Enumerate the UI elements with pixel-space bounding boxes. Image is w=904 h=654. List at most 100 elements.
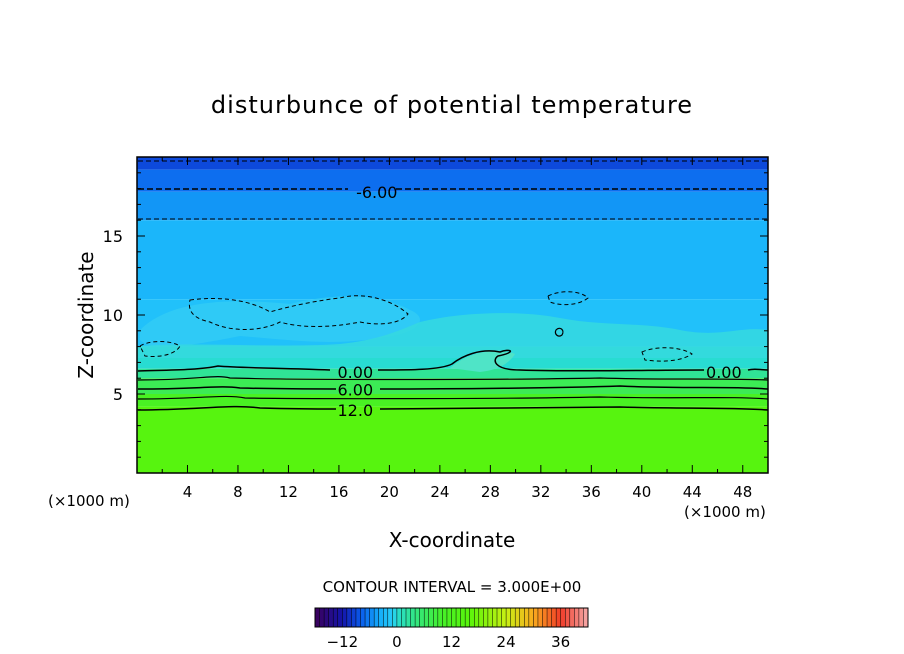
x-unit-label: (×1000 m): [684, 503, 766, 521]
colorbar-swatch: [365, 608, 370, 627]
colorbar-swatch: [515, 608, 521, 627]
contour-6-right: [379, 385, 769, 390]
y-tick-label: 15: [103, 227, 123, 246]
colorbar-swatch: [506, 608, 512, 627]
x-tick-label: 36: [582, 483, 601, 501]
colorbar-swatch: [337, 608, 343, 627]
x-tick-label: 24: [430, 483, 449, 501]
colorbar-swatch: [446, 608, 452, 627]
colorbar-swatch: [333, 608, 339, 627]
colorbar-swatch: [424, 608, 430, 627]
y-tick-label: 5: [113, 385, 123, 404]
middle-patch: [138, 313, 768, 358]
colorbar-swatch: [433, 608, 439, 627]
colorbar-swatch: [565, 608, 571, 627]
colorbar: −12 0 12 24 36: [314, 607, 589, 651]
contour-12-right: [379, 406, 769, 411]
field-band-9: [137, 406, 768, 473]
contour-label: 0.00: [706, 363, 742, 382]
colorbar-swatch: [396, 608, 402, 627]
axis-ticks: [137, 157, 768, 473]
colorbar-swatch: [469, 608, 475, 627]
dashed-right-contour: [641, 347, 693, 362]
colorbar-swatch: [465, 608, 471, 627]
colorbar-swatch: [556, 608, 562, 627]
dashed-cloud-contour: [188, 295, 409, 330]
y-unit-label: (×1000 m): [48, 492, 130, 510]
x-tick-label: 16: [329, 483, 348, 501]
colorbar-swatch: [315, 608, 320, 627]
field-band-7: [137, 378, 768, 394]
contour-label: 6.00: [338, 380, 374, 399]
colorbar-swatch: [578, 608, 584, 627]
colorbar-swatch: [456, 608, 461, 627]
colorbar-swatch: [406, 608, 411, 627]
x-tick-labels: 4 8 12 16 20 24 28 32 36 40 44 48: [183, 483, 753, 501]
colorbar-swatch: [487, 608, 493, 627]
colorbar-swatch: [415, 608, 421, 627]
colorbar-swatch: [519, 608, 525, 627]
colorbar-swatch: [483, 608, 489, 627]
colorbar-frame: [314, 607, 589, 628]
colorbar-swatch: [574, 608, 580, 627]
colorbar-tick-label: −12: [326, 633, 358, 651]
x-tick-label: 48: [733, 483, 752, 501]
colorbar-swatch: [419, 608, 425, 627]
colorbar-swatch: [583, 608, 589, 627]
field-band-0: [137, 157, 768, 170]
field-band-1: [137, 169, 768, 192]
x-tick-label: 4: [183, 483, 193, 501]
x-tick-label: 20: [380, 483, 399, 501]
colorbar-swatch: [342, 608, 348, 627]
colorbar-tick-label: 0: [392, 633, 402, 651]
contour-12-left: [137, 405, 337, 411]
x-tick-label: 44: [683, 483, 702, 501]
small-solid-contour: [554, 327, 564, 337]
contour-6-left: [137, 386, 337, 390]
y-tick-labels: 5 10 15: [103, 227, 123, 404]
contour-3: [137, 376, 769, 381]
colorbar-swatch: [460, 608, 466, 627]
colorbar-swatch: [319, 608, 325, 627]
contour-label: 12.0: [338, 401, 374, 420]
contour-zero-right: [747, 368, 769, 371]
colorbar-swatch: [542, 608, 548, 627]
y-axis-label: Z-coordinate: [74, 251, 98, 378]
colorbar-swatch: [442, 608, 448, 627]
colorbar-tick-label: 24: [497, 633, 516, 651]
colorbar-swatch: [351, 608, 357, 627]
colorbar-swatch: [501, 608, 507, 627]
colorbar-swatch: [478, 608, 484, 627]
colorbar-swatch: [492, 608, 498, 627]
colorbar-swatch: [378, 608, 384, 627]
colorbar-swatch: [324, 608, 330, 627]
colorbar-swatch: [533, 608, 539, 627]
x-axis-label: X-coordinate: [389, 528, 516, 552]
colorbar-swatch: [547, 608, 552, 627]
contour-9: [137, 395, 769, 400]
colorbar-swatch: [346, 608, 352, 627]
y-tick-label: 10: [103, 306, 123, 325]
field-patches: [138, 296, 768, 372]
contour-label: 0.00: [338, 363, 374, 382]
colorbar-swatch: [451, 608, 457, 627]
colorbar-swatch: [392, 608, 398, 627]
colorbar-swatch: [328, 608, 334, 627]
colorbar-swatch: [537, 608, 543, 627]
x-tick-label: 28: [481, 483, 500, 501]
colorbar-swatch: [497, 608, 502, 627]
colorbar-swatch: [528, 608, 534, 627]
colorbar-swatch: [401, 608, 407, 627]
field-band-6: [137, 368, 768, 379]
dashed-left-contour: [139, 341, 181, 357]
field-band-8: [137, 394, 768, 407]
colorbar-swatch: [383, 608, 389, 627]
field-band-2: [137, 191, 768, 221]
field-band-3: [137, 220, 768, 300]
x-tick-label: 12: [279, 483, 298, 501]
x-tick-label: 40: [632, 483, 651, 501]
colorbar-swatch: [551, 608, 557, 627]
colorbar-swatch: [428, 608, 434, 627]
